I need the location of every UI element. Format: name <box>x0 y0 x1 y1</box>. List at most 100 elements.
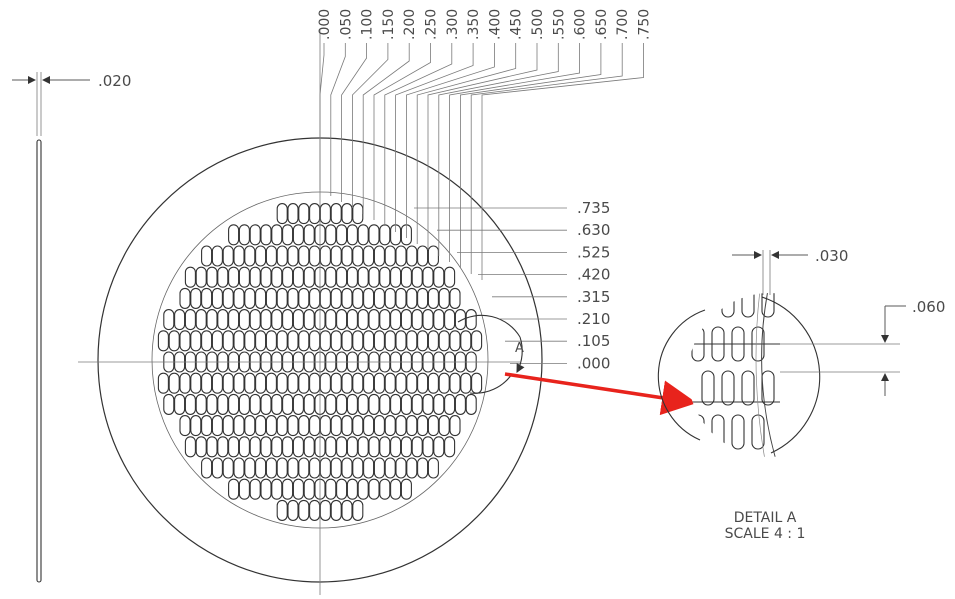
x-dim-label: .400 <box>487 9 503 40</box>
slot <box>346 266 358 288</box>
slot <box>465 393 477 415</box>
slot <box>433 436 445 458</box>
slot <box>249 393 261 415</box>
slot <box>336 393 348 415</box>
slot <box>238 393 250 415</box>
slot <box>357 266 369 288</box>
slot <box>449 372 461 394</box>
slot <box>330 330 342 352</box>
slot <box>363 457 375 479</box>
slot <box>346 393 358 415</box>
slot <box>341 287 353 309</box>
slot <box>233 245 245 267</box>
slot <box>373 330 385 352</box>
slot <box>292 436 304 458</box>
slot <box>352 499 364 521</box>
slot <box>157 330 169 352</box>
slot <box>433 266 445 288</box>
slot <box>427 372 439 394</box>
slot <box>287 457 299 479</box>
slot <box>438 415 450 437</box>
slot <box>298 330 310 352</box>
slot <box>244 245 256 267</box>
slot <box>233 457 245 479</box>
slot <box>471 372 483 394</box>
slot <box>244 415 256 437</box>
x-dim-leader <box>427 43 538 250</box>
slot <box>368 478 380 500</box>
x-dim-label: .650 <box>594 9 610 40</box>
slot <box>325 393 337 415</box>
x-dim-leader <box>416 43 517 244</box>
x-dim-label: .700 <box>615 9 631 40</box>
slot <box>271 309 283 331</box>
slot <box>449 330 461 352</box>
slot <box>368 309 380 331</box>
slot <box>368 266 380 288</box>
slot <box>449 415 461 437</box>
x-dim-label: .300 <box>445 9 461 40</box>
slot <box>352 330 364 352</box>
slot <box>325 436 337 458</box>
slot <box>282 266 294 288</box>
slot <box>222 330 234 352</box>
slot <box>276 245 288 267</box>
slot <box>222 245 234 267</box>
slot <box>319 245 331 267</box>
slot <box>163 393 175 415</box>
x-dim-leader <box>438 43 559 256</box>
slot <box>228 393 240 415</box>
x-dim-label: .350 <box>466 9 482 40</box>
slot <box>190 415 202 437</box>
slot <box>217 436 229 458</box>
slot <box>352 203 364 225</box>
slot <box>201 372 213 394</box>
slot <box>325 478 337 500</box>
slot <box>179 330 191 352</box>
disc-main-view <box>78 30 543 595</box>
slot <box>379 436 391 458</box>
slot <box>341 245 353 267</box>
slot <box>303 266 315 288</box>
slot <box>427 287 439 309</box>
slot <box>427 245 439 267</box>
slot <box>357 436 369 458</box>
slot <box>238 309 250 331</box>
slot <box>406 330 418 352</box>
detail-slot <box>761 370 775 406</box>
slot <box>417 457 429 479</box>
slot <box>454 309 466 331</box>
slot <box>287 203 299 225</box>
slot <box>303 478 315 500</box>
slot <box>184 266 196 288</box>
x-dim-leader <box>384 43 453 226</box>
slot <box>341 457 353 479</box>
detail-slot <box>741 370 755 406</box>
slot <box>238 436 250 458</box>
slot <box>201 287 213 309</box>
slot <box>438 330 450 352</box>
slot <box>454 393 466 415</box>
slot <box>400 393 412 415</box>
slot <box>400 309 412 331</box>
slot <box>319 499 331 521</box>
slot <box>357 224 369 246</box>
slot <box>255 330 267 352</box>
slot <box>190 330 202 352</box>
slot <box>238 478 250 500</box>
slot <box>373 287 385 309</box>
slot <box>373 245 385 267</box>
slot <box>449 287 461 309</box>
slot <box>298 203 310 225</box>
slot <box>249 436 261 458</box>
slot <box>255 245 267 267</box>
detail-scale: SCALE 4 : 1 <box>725 526 806 542</box>
slot <box>282 224 294 246</box>
slot <box>384 330 396 352</box>
slot <box>260 224 272 246</box>
slot <box>390 393 402 415</box>
x-dim-leader <box>352 43 389 208</box>
x-dim-label: .250 <box>424 9 440 40</box>
slot <box>265 415 277 437</box>
slot <box>201 457 213 479</box>
